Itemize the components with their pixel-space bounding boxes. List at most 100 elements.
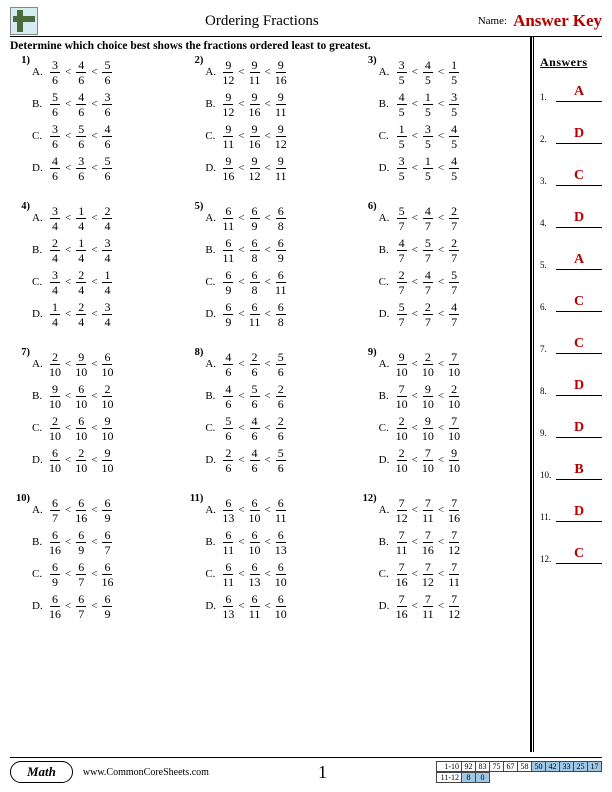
numerator: 7 [423, 497, 433, 511]
score-cell: 75 [489, 761, 504, 772]
less-than-icon: < [265, 454, 271, 466]
question-number: 3) [357, 55, 379, 66]
fraction: 35 [394, 155, 410, 182]
choice-row: A.57<47<27 [379, 203, 462, 233]
denominator: 6 [223, 397, 233, 410]
numerator: 9 [250, 91, 260, 105]
less-than-icon: < [238, 568, 244, 580]
answer-value: A [556, 84, 602, 102]
less-than-icon: < [238, 98, 244, 110]
choice-row: A.912<911<916 [205, 57, 288, 87]
fraction: 711 [420, 593, 436, 620]
less-than-icon: < [438, 422, 444, 434]
numerator: 2 [276, 415, 286, 429]
numerator: 5 [102, 155, 112, 169]
fraction: 34 [99, 301, 115, 328]
numerator: 7 [423, 447, 433, 461]
numerator: 3 [102, 301, 112, 315]
denominator: 6 [223, 429, 233, 442]
choices: A.712<711<716B.711<716<712C.716<712<711D… [379, 493, 462, 623]
numerator: 4 [102, 123, 112, 137]
numerator: 6 [250, 205, 260, 219]
less-than-icon: < [65, 244, 71, 256]
denominator: 11 [221, 137, 237, 150]
fraction: 56 [99, 155, 115, 182]
question: 12)A.712<711<716B.711<716<712C.716<712<7… [357, 493, 526, 623]
choice-row: B.56<46<36 [32, 89, 115, 119]
fraction: 67 [47, 497, 63, 524]
fraction: 712 [446, 593, 462, 620]
denominator: 5 [423, 105, 433, 118]
choice-letter: D. [32, 308, 44, 320]
fraction: 56 [247, 383, 263, 410]
score-cell: 33 [559, 761, 574, 772]
fraction: 46 [247, 447, 263, 474]
less-than-icon: < [438, 358, 444, 370]
fraction: 611 [220, 561, 236, 588]
less-than-icon: < [91, 308, 97, 320]
choice-letter: A. [32, 358, 44, 370]
numerator: 1 [76, 237, 86, 251]
choice-row: A.613<610<611 [205, 495, 288, 525]
choice-row: C.210<910<710 [379, 413, 462, 443]
score-cell: 58 [517, 761, 532, 772]
numerator: 6 [50, 447, 60, 461]
fraction: 610 [73, 415, 89, 442]
fraction: 69 [220, 269, 236, 296]
denominator: 11 [394, 543, 410, 556]
numerator: 2 [276, 383, 286, 397]
numerator: 4 [250, 415, 260, 429]
numerator: 3 [50, 59, 60, 73]
fraction: 67 [73, 561, 89, 588]
numerator: 4 [223, 351, 233, 365]
fraction: 26 [273, 415, 289, 442]
choice-letter: D. [379, 454, 391, 466]
choice-row: D.210<710<910 [379, 445, 462, 475]
denominator: 10 [47, 429, 63, 442]
fraction: 24 [73, 269, 89, 296]
denominator: 7 [102, 543, 112, 556]
denominator: 12 [446, 543, 462, 556]
answer-value: D [556, 420, 602, 438]
score-cell: 17 [587, 761, 602, 772]
fraction: 46 [220, 383, 236, 410]
denominator: 12 [220, 105, 236, 118]
choice-letter: D. [32, 162, 44, 174]
less-than-icon: < [412, 600, 418, 612]
fraction: 45 [446, 155, 462, 182]
choice-letter: C. [379, 276, 391, 288]
less-than-icon: < [438, 504, 444, 516]
denominator: 5 [423, 137, 433, 150]
less-than-icon: < [238, 308, 244, 320]
choice-row: A.35<45<15 [379, 57, 462, 87]
less-than-icon: < [412, 358, 418, 370]
denominator: 10 [446, 461, 462, 474]
fraction: 69 [220, 301, 236, 328]
numerator: 5 [102, 59, 112, 73]
fraction: 711 [394, 529, 410, 556]
choice-row: D.616<67<69 [32, 591, 115, 621]
denominator: 4 [102, 283, 112, 296]
main-content: 1)A.36<46<56B.56<46<36C.36<56<46D.46<36<… [10, 55, 602, 623]
choice-row: D.916<912<911 [205, 153, 288, 183]
header: Ordering Fractions Name: Answer Key [10, 6, 602, 37]
numerator: 6 [250, 529, 260, 543]
denominator: 10 [47, 461, 63, 474]
choice-letter: A. [205, 358, 217, 370]
answer-value: C [556, 294, 602, 312]
fraction: 610 [273, 561, 289, 588]
choice-row: A.34<14<24 [32, 203, 115, 233]
denominator: 6 [76, 73, 86, 86]
less-than-icon: < [91, 130, 97, 142]
score-row: 11-1280 [436, 772, 602, 783]
instruction-text: Determine which choice best shows the fr… [10, 37, 602, 55]
denominator: 7 [397, 283, 407, 296]
denominator: 8 [276, 219, 286, 232]
fraction: 210 [394, 447, 410, 474]
fraction: 24 [47, 237, 63, 264]
denominator: 5 [423, 169, 433, 182]
fraction: 911 [273, 155, 289, 182]
numerator: 2 [397, 269, 407, 283]
choice-letter: C. [379, 130, 391, 142]
numerator: 2 [449, 383, 459, 397]
